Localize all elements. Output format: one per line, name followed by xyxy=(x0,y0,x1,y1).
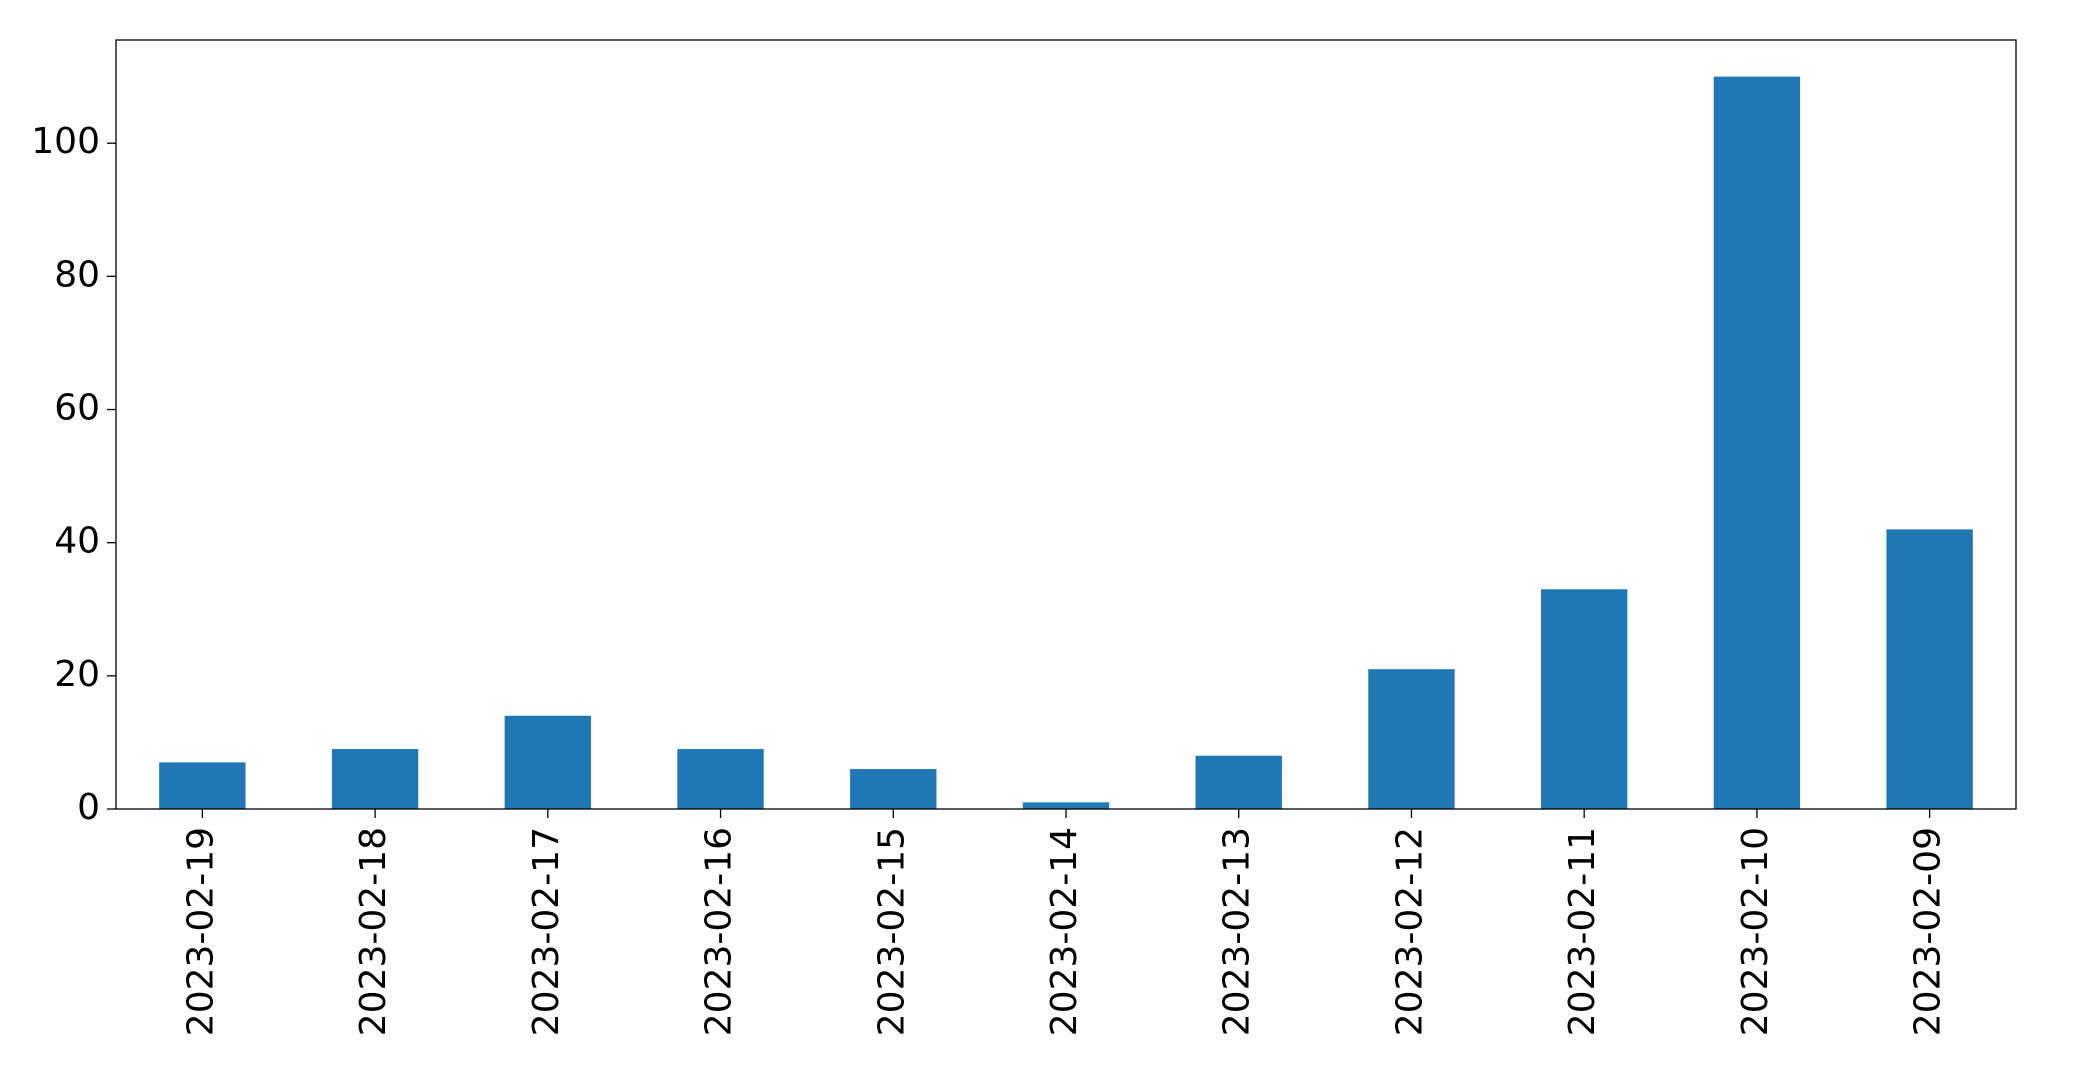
bar xyxy=(677,749,764,809)
x-tick-label: 2023-02-13 xyxy=(1217,827,1258,1036)
x-tick-label: 2023-02-15 xyxy=(871,827,912,1036)
bar xyxy=(850,769,937,809)
y-tick-label: 20 xyxy=(54,654,100,695)
y-tick-label: 100 xyxy=(31,121,100,162)
x-tick-label: 2023-02-12 xyxy=(1389,827,1430,1036)
x-tick-label: 2023-02-11 xyxy=(1562,827,1603,1036)
bar xyxy=(1368,669,1455,809)
x-tick-label: 2023-02-16 xyxy=(699,827,740,1036)
bar xyxy=(1713,76,1801,810)
x-tick-label: 2023-02-17 xyxy=(526,827,567,1036)
x-tick-label: 2023-02-10 xyxy=(1735,827,1776,1036)
plot-frame xyxy=(115,39,2017,810)
bar xyxy=(1541,589,1628,809)
bar xyxy=(331,749,419,809)
y-tick-label: 0 xyxy=(77,787,100,828)
y-tick-label: 60 xyxy=(54,388,100,429)
bar xyxy=(159,762,246,809)
x-tick-label: 2023-02-18 xyxy=(353,827,394,1036)
x-tick-label: 2023-02-19 xyxy=(180,827,221,1036)
bar xyxy=(1195,755,1282,809)
bar xyxy=(1022,802,1110,809)
bar xyxy=(1886,529,1973,809)
x-tick-label: 2023-02-14 xyxy=(1044,827,1085,1036)
y-tick-label: 80 xyxy=(54,254,100,295)
bar xyxy=(504,715,591,809)
x-tick-label: 2023-02-09 xyxy=(1908,827,1949,1036)
y-tick-label: 40 xyxy=(54,521,100,562)
